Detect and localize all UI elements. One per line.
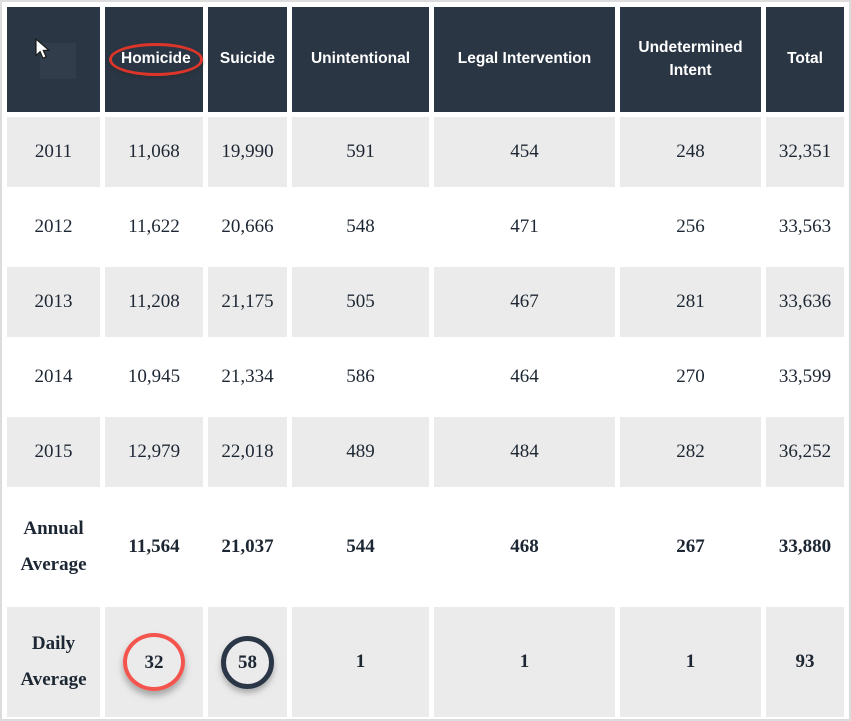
cell-2011-total: 32,351: [766, 117, 844, 187]
cell-daily-total: 93: [766, 607, 844, 717]
cell-2013-undetermined: 281: [620, 267, 761, 337]
cell-2012-legal-intervention: 471: [434, 192, 615, 262]
cell-2011-unintentional: 591: [292, 117, 429, 187]
row-label-annual-average: Annual Average: [7, 492, 100, 602]
row-label-2015: 2015: [7, 417, 100, 487]
row-label-2014: 2014: [7, 342, 100, 412]
daily-homicide-red-circle-annotation: 32: [123, 633, 185, 691]
homicide-red-ellipse-annotation: Homicide: [109, 43, 203, 76]
cell-2011-suicide: 19,990: [208, 117, 287, 187]
cell-daily-homicide: 32: [105, 607, 203, 717]
cell-2012-undetermined: 256: [620, 192, 761, 262]
cell-2015-unintentional: 489: [292, 417, 429, 487]
cell-daily-legal-intervention: 1: [434, 607, 615, 717]
row-label-2013: 2013: [7, 267, 100, 337]
cell-daily-suicide-value: 58: [238, 651, 257, 673]
cell-2015-legal-intervention: 484: [434, 417, 615, 487]
cell-2015-total: 36,252: [766, 417, 844, 487]
cell-annual-legal-intervention: 468: [434, 492, 615, 602]
cell-2011-legal-intervention: 454: [434, 117, 615, 187]
cell-2013-homicide: 11,208: [105, 267, 203, 337]
cell-2013-unintentional: 505: [292, 267, 429, 337]
col-header-blank: [7, 7, 100, 112]
cell-2011-undetermined: 248: [620, 117, 761, 187]
col-header-suicide: Suicide: [208, 7, 287, 112]
col-header-unintentional: Unintentional: [292, 7, 429, 112]
table-row-annual-average: Annual Average 11,564 21,037 544 468 267…: [7, 492, 844, 602]
cell-annual-total: 33,880: [766, 492, 844, 602]
cell-2012-homicide: 11,622: [105, 192, 203, 262]
cell-annual-suicide: 21,037: [208, 492, 287, 602]
cell-annual-homicide: 11,564: [105, 492, 203, 602]
table-row-daily-average: Daily Average 32 58 1 1 1 93: [7, 607, 844, 717]
col-header-undetermined-intent: Undetermined Intent: [620, 7, 761, 112]
table-row-2014: 2014 10,945 21,334 586 464 270 33,599: [7, 342, 844, 412]
cell-2012-suicide: 20,666: [208, 192, 287, 262]
col-header-total: Total: [766, 7, 844, 112]
cell-2014-legal-intervention: 464: [434, 342, 615, 412]
cell-2015-undetermined: 282: [620, 417, 761, 487]
cell-2015-suicide: 22,018: [208, 417, 287, 487]
table-row-2013: 2013 11,208 21,175 505 467 281 33,636: [7, 267, 844, 337]
col-header-homicide-label: Homicide: [121, 50, 191, 68]
table-row-2015: 2015 12,979 22,018 489 484 282 36,252: [7, 417, 844, 487]
cell-2013-suicide: 21,175: [208, 267, 287, 337]
cell-daily-homicide-value: 32: [144, 651, 164, 673]
daily-suicide-navy-circle-annotation: 58: [221, 635, 274, 689]
cell-2012-total: 33,563: [766, 192, 844, 262]
table-row-2011: 2011 11,068 19,990 591 454 248 32,351: [7, 117, 844, 187]
cell-2015-homicide: 12,979: [105, 417, 203, 487]
cell-2013-total: 33,636: [766, 267, 844, 337]
table-row-2012: 2012 11,622 20,666 548 471 256 33,563: [7, 192, 844, 262]
row-label-daily-average: Daily Average: [7, 607, 100, 717]
cell-2013-legal-intervention: 467: [434, 267, 615, 337]
cell-2014-total: 33,599: [766, 342, 844, 412]
cell-2011-homicide: 11,068: [105, 117, 203, 187]
col-header-homicide: Homicide: [105, 7, 203, 112]
cell-2014-homicide: 10,945: [105, 342, 203, 412]
row-label-2012: 2012: [7, 192, 100, 262]
cell-daily-undetermined: 1: [620, 607, 761, 717]
cell-2014-suicide: 21,334: [208, 342, 287, 412]
cell-2014-undetermined: 270: [620, 342, 761, 412]
table-header: Homicide Suicide Unintentional Legal Int…: [7, 7, 844, 112]
cell-annual-unintentional: 544: [292, 492, 429, 602]
row-label-2011: 2011: [7, 117, 100, 187]
col-header-legal-intervention: Legal Intervention: [434, 7, 615, 112]
cell-daily-suicide: 58: [208, 607, 287, 717]
cell-2012-unintentional: 548: [292, 192, 429, 262]
cell-annual-undetermined: 267: [620, 492, 761, 602]
cell-daily-unintentional: 1: [292, 607, 429, 717]
cell-2014-unintentional: 586: [292, 342, 429, 412]
